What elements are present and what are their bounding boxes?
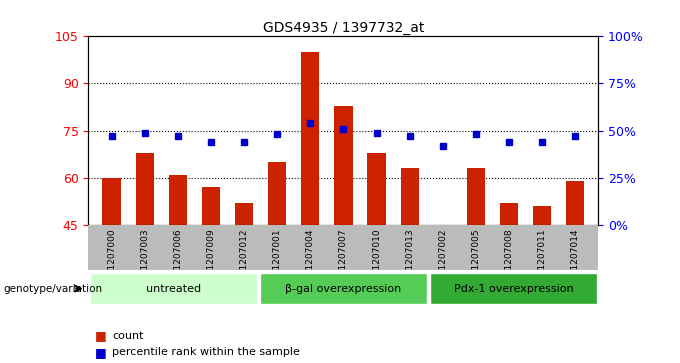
Title: GDS4935 / 1397732_at: GDS4935 / 1397732_at (262, 21, 424, 35)
Bar (500, 203, 518, 225)
Bar (301, 52, 320, 225)
Text: untreated: untreated (146, 284, 201, 294)
Bar (430, 273, 597, 304)
Bar (466, 168, 485, 225)
Text: ■: ■ (95, 346, 107, 359)
Bar (533, 206, 551, 225)
Bar (202, 187, 220, 225)
Text: GSM1207004: GSM1207004 (306, 229, 315, 289)
Bar (103, 178, 120, 225)
Text: Pdx-1 overexpression: Pdx-1 overexpression (454, 284, 573, 294)
Text: GSM1207002: GSM1207002 (438, 229, 447, 289)
Text: count: count (112, 331, 143, 341)
Bar (268, 162, 286, 225)
Text: GSM1207006: GSM1207006 (173, 229, 182, 289)
Text: GSM1207009: GSM1207009 (207, 229, 216, 289)
Text: GSM1207013: GSM1207013 (405, 229, 414, 289)
Bar (335, 106, 352, 225)
Text: GSM1207014: GSM1207014 (571, 229, 580, 289)
Text: GSM1207003: GSM1207003 (140, 229, 149, 289)
Bar (90, 273, 257, 304)
Text: GSM1207008: GSM1207008 (505, 229, 513, 289)
Text: GSM1207010: GSM1207010 (372, 229, 381, 289)
Bar (401, 168, 419, 225)
Text: percentile rank within the sample: percentile rank within the sample (112, 347, 300, 357)
Text: GSM1207000: GSM1207000 (107, 229, 116, 289)
Text: GSM1207007: GSM1207007 (339, 229, 348, 289)
Text: GSM1207005: GSM1207005 (471, 229, 480, 289)
Text: β-gal overexpression: β-gal overexpression (286, 284, 401, 294)
Text: genotype/variation: genotype/variation (3, 284, 103, 294)
Text: ■: ■ (95, 329, 107, 342)
Text: GSM1207012: GSM1207012 (239, 229, 249, 289)
Bar (235, 203, 253, 225)
Text: GSM1207011: GSM1207011 (538, 229, 547, 289)
Bar (367, 153, 386, 225)
Bar (135, 153, 154, 225)
Bar (260, 273, 427, 304)
Bar (566, 181, 584, 225)
Bar (169, 175, 187, 225)
Text: GSM1207001: GSM1207001 (273, 229, 282, 289)
